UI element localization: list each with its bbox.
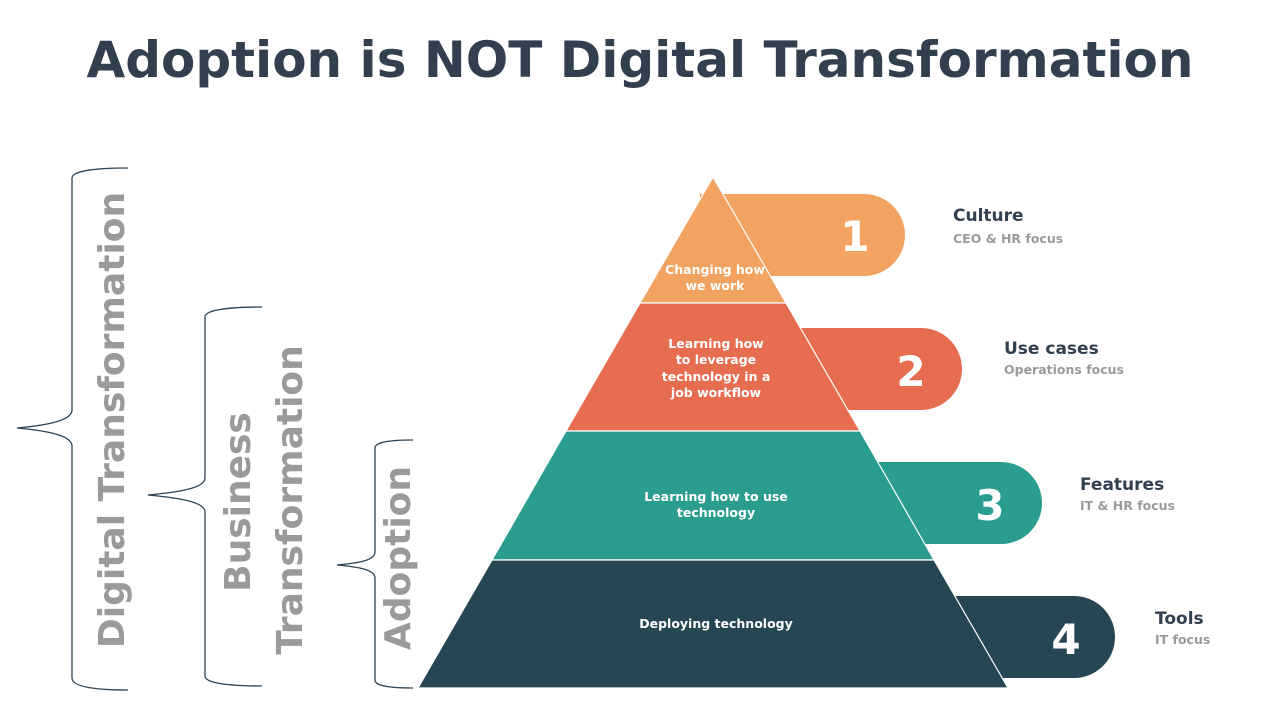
level-4-text: Deploying technology [639,616,793,631]
level-1-number: 1 [840,212,869,261]
level-4-label: Tools [1155,609,1204,629]
digital-transformation-label: Digital Transformation [92,192,133,648]
level-3-number: 3 [975,481,1004,530]
level-2-text: technology in a [662,369,771,384]
level-1-text: we work [686,278,746,293]
level-3-label: Features [1080,475,1164,495]
level-1-text: Changing how [665,262,765,277]
level-4-number: 4 [1051,615,1080,664]
level-2-number: 2 [896,347,925,396]
level-2-focus: Operations focus [1004,362,1124,377]
adoption-label: Adoption [378,466,419,650]
business-transformation-brace [147,306,263,687]
digital-transformation-brace [16,167,129,691]
slide-title: Adoption is NOT Digital Transformation [87,31,1194,89]
business-transformation-label-line1: Business [218,412,259,592]
level-3-text: Learning how to use [644,489,788,504]
pyramid-level-2 [564,302,862,432]
level-1-focus: CEO & HR focus [953,231,1063,246]
adoption-brace [336,439,414,689]
level-2-text: job workflow [670,385,762,400]
pyramid-level-4 [416,559,1010,689]
business-transformation-label-line2: Transformation [270,345,311,655]
level-3-focus: IT & HR focus [1080,498,1175,513]
level-2-text: Learning how [668,336,764,351]
level-4-focus: IT focus [1155,632,1210,647]
level-2-text: to leverage [676,352,756,367]
level-2-label: Use cases [1004,339,1099,359]
level-1-label: Culture [953,206,1024,226]
level-3-text: technology [677,505,755,520]
